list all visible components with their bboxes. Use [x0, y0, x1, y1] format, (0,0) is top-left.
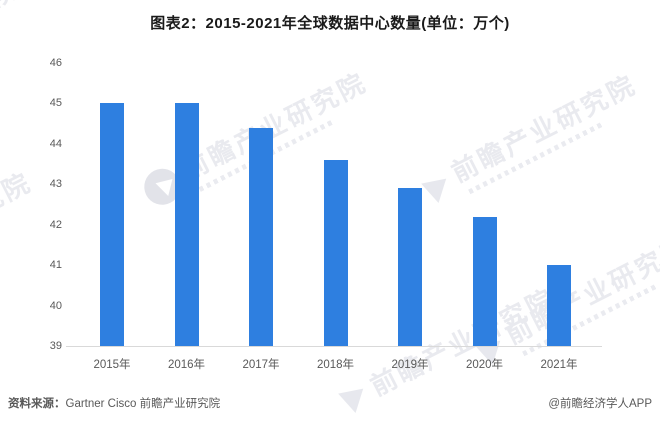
bar-2018年	[323, 160, 348, 346]
y-axis-tick-label: 45	[49, 97, 62, 110]
x-axis-label: 2019年	[391, 359, 429, 371]
bar-2017年	[249, 127, 273, 346]
bar-2015年	[100, 103, 124, 346]
y-axis-tick-label: 44	[49, 137, 62, 150]
x-axis-label: 2015年	[93, 359, 131, 371]
x-axis-label: 2020年	[465, 359, 504, 371]
credit-text: @前瞻经济学人APP	[548, 398, 652, 410]
x-axis-label: 2018年	[316, 359, 355, 371]
y-axis-tick-label: 41	[49, 259, 62, 272]
footer: 资料来源：Gartner Cisco 前瞻产业研究院 @前瞻经济学人APP	[0, 387, 660, 421]
source-label: 资料来源：	[8, 398, 66, 410]
chart-title: 图表2：2015-2021年全球数据中心数量(单位：万个)	[150, 15, 510, 32]
bar-2021年	[547, 265, 571, 346]
bar-2020年	[472, 216, 497, 346]
bar-2019年	[398, 188, 422, 346]
x-axis-label: 2016年	[167, 359, 206, 371]
x-axis-line	[66, 346, 602, 347]
y-axis-tick-label: 39	[49, 340, 62, 352]
y-axis-tick-label: 46	[49, 56, 62, 69]
source-text: Gartner Cisco 前瞻产业研究院	[65, 398, 221, 410]
bar-2016年	[174, 103, 199, 346]
y-axis-tick-label: 42	[49, 218, 62, 231]
x-axis-label: 2017年	[242, 359, 280, 371]
x-axis-label: 2021年	[540, 359, 578, 371]
source-note: 资料来源：Gartner Cisco 前瞻产业研究院	[8, 395, 220, 411]
y-axis-tick-label: 43	[49, 178, 62, 191]
y-axis-tick-label: 40	[49, 299, 62, 312]
